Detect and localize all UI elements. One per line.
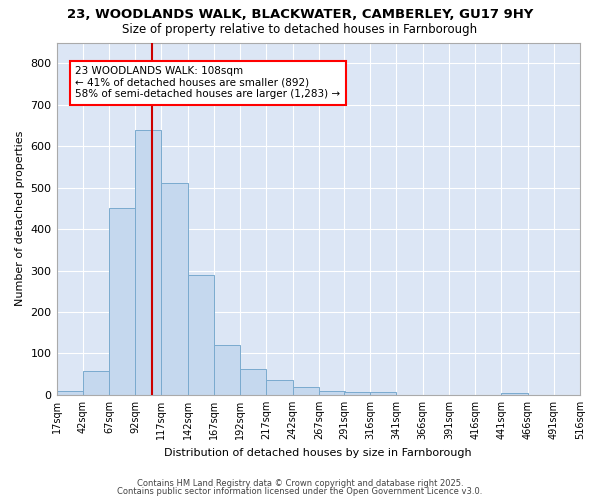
Bar bbox=[135, 130, 161, 395]
Bar bbox=[370, 392, 397, 395]
Bar bbox=[109, 208, 135, 395]
Bar bbox=[502, 393, 527, 395]
Bar bbox=[319, 391, 345, 395]
Y-axis label: Number of detached properties: Number of detached properties bbox=[15, 131, 25, 306]
Text: 23, WOODLANDS WALK, BLACKWATER, CAMBERLEY, GU17 9HY: 23, WOODLANDS WALK, BLACKWATER, CAMBERLE… bbox=[67, 8, 533, 20]
Bar bbox=[161, 184, 188, 395]
X-axis label: Distribution of detached houses by size in Farnborough: Distribution of detached houses by size … bbox=[164, 448, 472, 458]
Text: Contains public sector information licensed under the Open Government Licence v3: Contains public sector information licen… bbox=[118, 487, 482, 496]
Text: Contains HM Land Registry data © Crown copyright and database right 2025.: Contains HM Land Registry data © Crown c… bbox=[137, 478, 463, 488]
Text: 23 WOODLANDS WALK: 108sqm
← 41% of detached houses are smaller (892)
58% of semi: 23 WOODLANDS WALK: 108sqm ← 41% of detac… bbox=[76, 66, 341, 100]
Bar bbox=[188, 274, 214, 395]
Bar bbox=[293, 386, 319, 395]
Text: Size of property relative to detached houses in Farnborough: Size of property relative to detached ho… bbox=[122, 22, 478, 36]
Bar bbox=[214, 345, 240, 395]
Bar bbox=[240, 369, 266, 395]
Bar bbox=[56, 391, 83, 395]
Bar bbox=[344, 392, 370, 395]
Bar bbox=[266, 380, 293, 395]
Bar bbox=[83, 372, 109, 395]
